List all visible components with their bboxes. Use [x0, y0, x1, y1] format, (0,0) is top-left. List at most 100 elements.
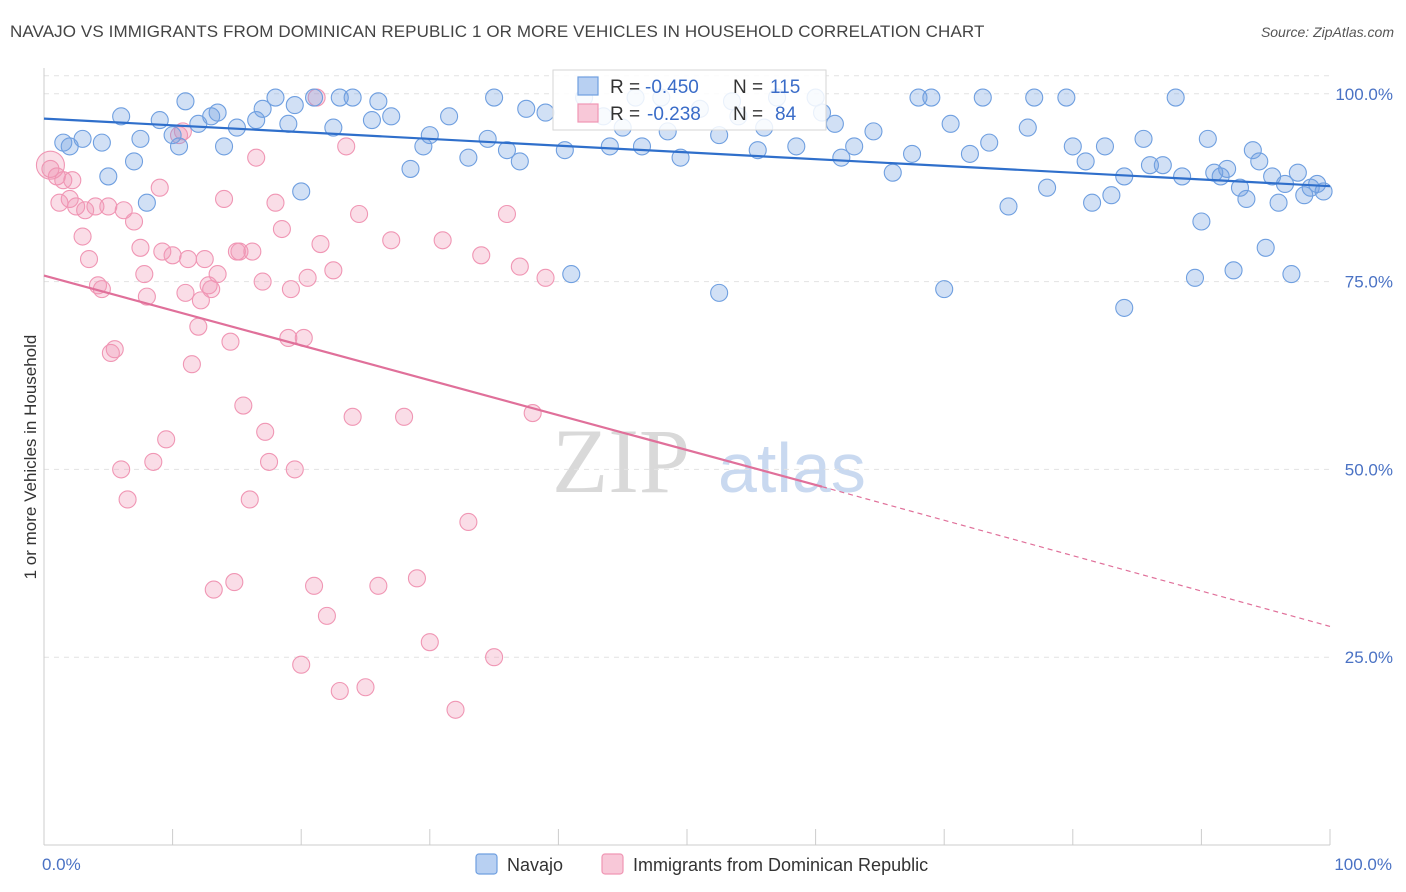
legend-navajo-label: Navajo: [507, 855, 563, 875]
navajo-point: [266, 88, 285, 107]
trend-lines: [43, 117, 1331, 627]
navajo-r-value: -0.450: [645, 77, 699, 98]
dominican-point: [356, 678, 375, 697]
dominican-point: [305, 576, 324, 595]
dominican-point: [259, 452, 279, 471]
navajo-point: [92, 133, 111, 152]
dominican-point: [485, 648, 504, 667]
dominican-point: [281, 280, 300, 299]
dominican-r-value: -0.238: [647, 104, 701, 125]
dominican-n-label: N =: [733, 104, 763, 125]
navajo-point: [99, 167, 118, 186]
navajo-point: [710, 283, 729, 302]
navajo-point: [536, 103, 555, 122]
dominican-point: [317, 606, 336, 625]
dominican-point: [225, 573, 244, 592]
dominican-point: [369, 576, 388, 595]
navajo-point: [671, 148, 690, 167]
navajo-point: [1095, 137, 1114, 156]
navajo-point: [163, 126, 182, 145]
dominican-point: [50, 193, 69, 212]
dominican-point: [497, 204, 517, 224]
navajo-point: [517, 99, 536, 118]
navajo-point: [1269, 193, 1288, 212]
navajo-point: [909, 88, 928, 107]
dominican-point: [101, 343, 120, 363]
navajo-point: [124, 152, 144, 171]
navajo-point: [202, 107, 221, 126]
dominican-trend-line: [43, 274, 823, 488]
navajo-point: [330, 88, 349, 107]
navajo-point: [305, 88, 324, 107]
dominican-point: [407, 569, 426, 588]
navajo-point: [1166, 88, 1185, 107]
dominican-point: [234, 396, 253, 415]
navajo-n-label: N =: [733, 77, 763, 98]
dominican-point: [395, 407, 414, 426]
navajo-point: [999, 197, 1018, 216]
dominican-point: [137, 287, 156, 306]
dominican-point: [298, 268, 317, 287]
dominican-point: [135, 265, 154, 284]
navajo-trend-line: [43, 117, 1331, 188]
watermark-atlas: atlas: [718, 429, 866, 507]
dominican-trend-extension: [821, 486, 1331, 627]
navajo-point: [1308, 174, 1327, 193]
navajo-point: [922, 88, 941, 107]
dominican-r-label: R =: [610, 104, 640, 125]
dominican-point: [311, 234, 330, 254]
navajo-point: [1173, 167, 1192, 186]
dominican-point: [199, 276, 218, 295]
dominican-point: [292, 655, 311, 674]
navajo-point: [555, 141, 574, 160]
navajo-point: [414, 137, 433, 156]
navajo-point: [343, 88, 362, 107]
y-tick-label: 100.0%: [1335, 85, 1393, 104]
y-axis-label: 1 or more Vehicles in Household: [21, 335, 40, 580]
navajo-point: [1153, 156, 1172, 175]
dominican-point: [189, 317, 208, 336]
navajo-point: [748, 141, 767, 160]
navajo-point: [497, 141, 517, 160]
navajo-point: [137, 193, 156, 212]
navajo-point: [1237, 189, 1256, 209]
navajo-point: [1018, 118, 1037, 137]
navajo-point: [1063, 137, 1082, 156]
navajo-point: [369, 92, 388, 111]
watermark-zip: ZIP: [552, 410, 690, 512]
navajo-point: [459, 148, 478, 167]
dominican-point: [182, 355, 201, 374]
navajo-point: [60, 137, 79, 156]
legend-dominican-swatch: [601, 853, 624, 875]
navajo-point: [401, 159, 420, 178]
navajo-point: [1057, 88, 1076, 107]
navajo-point: [845, 137, 864, 156]
navajo-point: [1250, 152, 1269, 171]
navajo-point: [600, 137, 619, 156]
dominican-point: [510, 257, 529, 276]
navajo-point: [1140, 156, 1160, 175]
navajo-point: [1198, 129, 1217, 148]
navajo-point: [562, 265, 581, 284]
dominican-point: [204, 580, 223, 599]
bottom-legend: Navajo Immigrants from Dominican Republi…: [475, 853, 928, 875]
legend-navajo-swatch: [475, 853, 498, 875]
dominican-point: [60, 189, 79, 209]
navajo-point: [1256, 238, 1275, 257]
dominican-point: [144, 452, 163, 471]
navajo-point: [935, 280, 954, 299]
dominican-point: [343, 407, 362, 426]
dominican-point: [350, 204, 369, 224]
navajo-point: [1288, 163, 1307, 182]
navajo-point: [1295, 186, 1314, 205]
dominican-point: [330, 681, 349, 701]
navajo-point: [362, 111, 381, 130]
dominican-point: [214, 189, 234, 209]
navajo-point: [980, 133, 999, 152]
navajo-point: [1134, 129, 1153, 148]
dominican-point: [433, 231, 452, 250]
dominican-point: [150, 178, 169, 197]
y-tick-label: 50.0%: [1345, 460, 1393, 479]
dominican-point: [256, 422, 275, 441]
navajo-point: [382, 107, 401, 126]
